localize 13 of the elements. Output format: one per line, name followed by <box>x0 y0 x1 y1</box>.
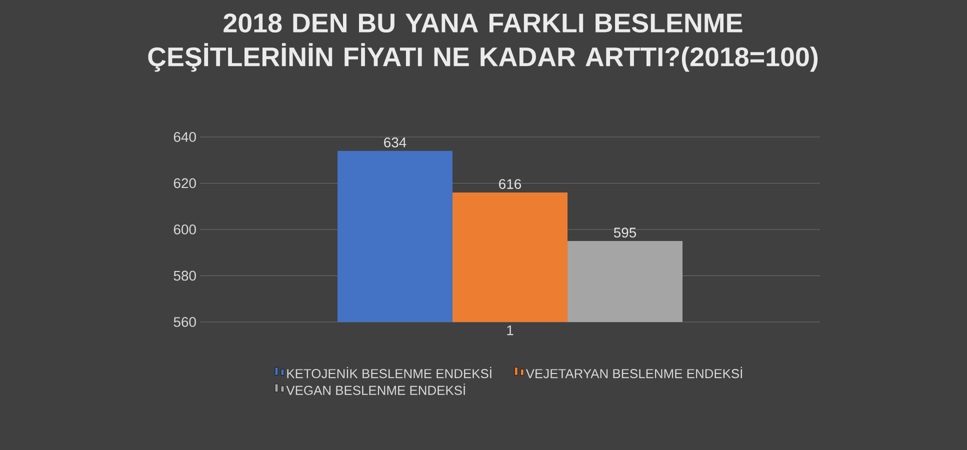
legend-label: KETOJENİK BESLENME ENDEKSİ <box>287 366 492 378</box>
legend-label: VEGAN BESLENME ENDEKSİ <box>286 384 465 395</box>
data-label: 595 <box>614 228 636 238</box>
y-tick-label: 560 <box>174 317 196 327</box>
y-tick-label: 580 <box>174 270 196 281</box>
y-tick-label: 620 <box>174 178 196 188</box>
chart-title: 2018 DEN BU YANA FARKLI BESLENME ÇEŞİTLERİNİN FİYATI NE KADAR ARTTI?(2018=100) <box>148 14 818 72</box>
data-label: 634 <box>384 137 406 148</box>
x-tick-label: 1 <box>507 326 514 336</box>
y-tick-label: 640 <box>174 132 196 142</box>
legend-label: VEJETARYAN BESLENME ENDEKSİ <box>526 366 742 378</box>
data-label: 616 <box>499 179 522 189</box>
y-tick-label: 600 <box>174 224 196 234</box>
